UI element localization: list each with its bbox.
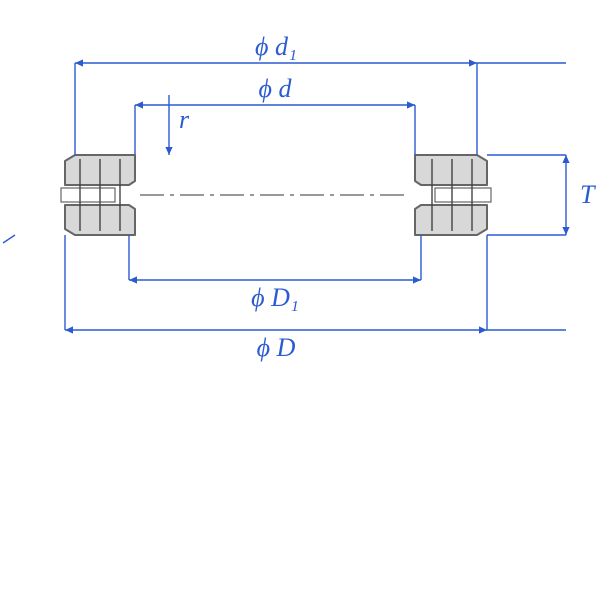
dim-arrow: [407, 101, 415, 108]
edge-mark: [3, 235, 15, 243]
dim-arrow: [413, 276, 421, 283]
cage-band: [61, 188, 115, 202]
label-r: r: [179, 105, 190, 134]
cross-section: [61, 155, 491, 235]
label-T: T: [580, 180, 596, 209]
dim-arrow: [165, 147, 172, 155]
label-d1: ϕ d₁: [255, 32, 297, 61]
label-d: ϕ d: [259, 74, 293, 103]
washer-br: [415, 205, 487, 235]
dim-arrow: [65, 326, 73, 333]
cage-band: [435, 188, 491, 202]
dim-arrow: [562, 155, 569, 163]
dim-arrow: [562, 227, 569, 235]
dim-arrow: [75, 59, 83, 66]
dim-arrow: [479, 326, 487, 333]
washer-tr: [415, 155, 487, 185]
dim-arrow: [129, 276, 137, 283]
label-D: ϕ D: [257, 333, 296, 362]
label-D1: ϕ D₁: [251, 283, 299, 312]
dim-arrow: [135, 101, 143, 108]
dim-arrow: [469, 59, 477, 66]
